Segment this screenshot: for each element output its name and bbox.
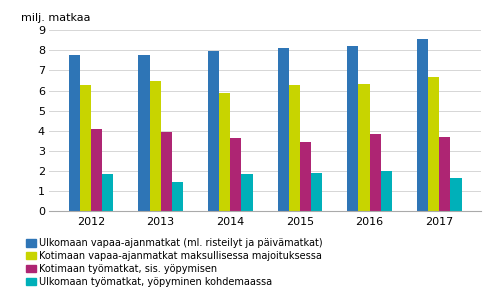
Bar: [450, 178, 462, 211]
Bar: [417, 39, 428, 211]
Bar: [370, 134, 381, 211]
Bar: [300, 142, 311, 211]
Text: milj. matkaa: milj. matkaa: [21, 13, 90, 23]
Bar: [69, 55, 80, 211]
Bar: [347, 46, 358, 211]
Bar: [358, 84, 370, 211]
Bar: [428, 76, 439, 211]
Bar: [381, 171, 392, 211]
Bar: [289, 85, 300, 211]
Bar: [102, 174, 113, 211]
Bar: [278, 48, 289, 211]
Bar: [242, 174, 252, 211]
Bar: [172, 182, 183, 211]
Bar: [208, 51, 219, 211]
Legend: Ulkomaan vapaa-ajanmatkat (ml. risteilyt ja päivämatkat), Kotimaan vapaa-ajanmat: Ulkomaan vapaa-ajanmatkat (ml. risteilyt…: [26, 238, 323, 287]
Bar: [311, 173, 322, 211]
Bar: [219, 93, 230, 211]
Bar: [230, 138, 242, 211]
Bar: [91, 129, 102, 211]
Bar: [138, 55, 150, 211]
Bar: [439, 137, 450, 211]
Bar: [80, 85, 91, 211]
Bar: [161, 132, 172, 211]
Bar: [150, 81, 161, 211]
